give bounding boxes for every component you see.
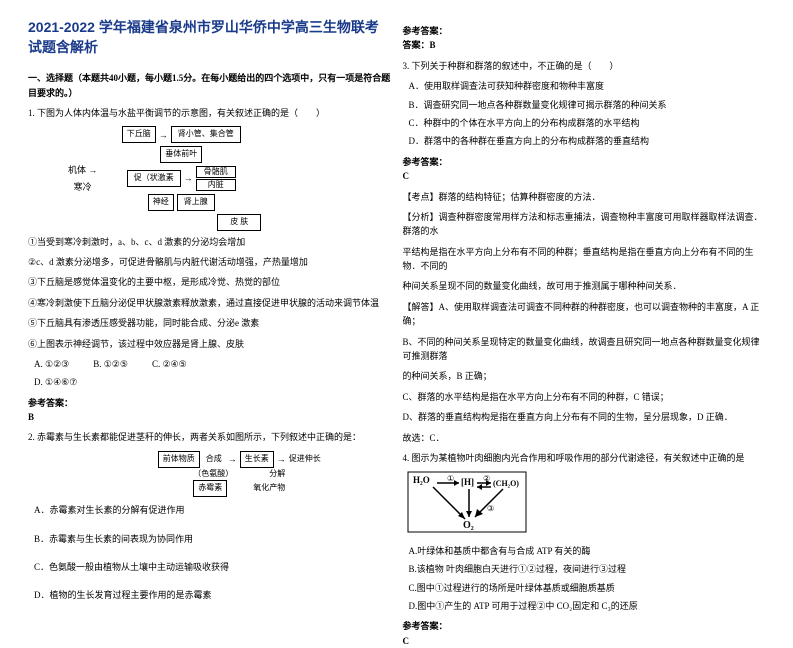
label-tryptophan: （色氨酸） (193, 468, 233, 481)
q3-jieda-d: D、群落的垂直结构构是指在垂直方向上分布有不同的生物，呈分层现象，D 正确． (403, 410, 766, 424)
q3-opt-d: D．群落中的各种群在垂直方向上的分布构成群落的垂直结构 (409, 134, 766, 148)
q1-opt-c: C. ②④⑤ (152, 357, 187, 371)
q3-jieda-a: 【解答】A、使用取样调查法可调查不同种群的种群密度，也可以调查物种的丰富度，A … (403, 300, 766, 329)
label-promote: 促进伸长 (289, 453, 321, 466)
answer-2: 答案：B (403, 38, 766, 52)
q1-opt-b: B. ①②⑤ (93, 357, 128, 371)
q1-stem: 1. 下图为人体内体温与水盐平衡调节的示意图，有关叙述正确的是（ ） (28, 106, 391, 120)
q1-line3: ③下丘脑是感觉体温变化的主要中枢，是形成冷觉、热觉的部位 (28, 275, 391, 289)
box-skin: 皮 肤 (217, 214, 261, 231)
q2-opt-b: B．赤霉素与生长素的间表现为协同作用 (34, 532, 391, 546)
q2-opt-a: A．赤霉素对生长素的分解有促进作用 (34, 503, 391, 517)
svg-text:O₂: O₂ (463, 520, 474, 531)
q2-diagram: 前体物质 合成 → 生长素 → 促进伸长 （色氨酸） 分解 赤霉素 氧化产物 (88, 451, 391, 497)
q1-line6: ⑥上图表示神经调节，该过程中效应器是肾上腺、皮肤 (28, 337, 391, 351)
q4-opt-a: A.叶绿体和基质中都含有与合成 ATP 有关的酶 (409, 544, 766, 558)
box-pituitary: 垂体前叶 (160, 146, 202, 163)
q1-opt-d: D. ①④⑥⑦ (34, 375, 391, 389)
q1-opt-a: A. ①②③ (34, 357, 69, 371)
q1-line2: ②c、d 激素分泌增多，可促进骨骼肌与内脏代谢活动增强，产热量增加 (28, 255, 391, 269)
q3-jieda-b1: B、不同的种间关系呈现特定的数量变化曲线，故调查且研究同一地点各种群数量变化规律… (403, 335, 766, 364)
answer-heading-3: 参考答案： (403, 155, 766, 169)
label-oxide: 氧化产物 (253, 482, 285, 495)
answer-heading-1: 参考答案： (28, 396, 391, 410)
q2-opt-d: D．植物的生长发育过程主要作用的是赤霉素 (34, 588, 391, 602)
q2-opt-c: C．色氨酸一般由植物从土壤中主动运输吸收获得 (34, 560, 391, 574)
answer-3: C (403, 169, 766, 183)
part1-heading: 一、选择题（本题共40小题，每小题1.5分。在每小题给出的四个选项中，只有一项是… (28, 71, 391, 100)
q3-fenxi-1: 【分析】调查种群密度常用样方法和标志重捕法，调查物种丰富度可用取样器取样法调查．… (403, 210, 766, 239)
svg-text:H₂O: H₂O (413, 475, 430, 485)
label-decompose: 分解 (269, 468, 285, 481)
q3-stem: 3. 下列关于种群和群落的叙述中，不正确的是（ ） (403, 59, 766, 73)
box-hypothalamus: 下丘脑 (122, 126, 156, 143)
answer-1: B (28, 410, 391, 424)
q4-opt-c: C.图中①过程进行的场所是叶绿体基质或细胞质基质 (409, 581, 766, 595)
label-body: 机体 → (68, 163, 97, 177)
q4-stem: 4. 图示为某植物叶肉细胞内光合作用和呼吸作用的部分代谢途径，有关叙述中正确的是 (403, 451, 766, 465)
right-column: 参考答案： 答案：B 3. 下列关于种群和群落的叙述中，不正确的是（ ） A．使… (397, 18, 772, 543)
q3-fenxi-2: 平结构是指在水平方向上分布有不同的种群；垂直结构是指在垂直方向上分布有不同的生物… (403, 245, 766, 274)
box-tubule: 肾小管、集合管 (171, 126, 241, 143)
arrow-icon: → (228, 452, 237, 466)
svg-text:[H]: [H] (461, 477, 474, 487)
answer-heading-4: 参考答案： (403, 619, 766, 633)
q3-fenxi-3: 种间关系呈现不同的数量变化曲线，故可用于推测属于哪种种间关系． (403, 279, 766, 293)
answer-4: C (403, 634, 766, 648)
q1-line4: ④寒冷刺激使下丘脑分泌促甲状腺激素释放激素，通过直接促进甲状腺的活动来调节体温 (28, 296, 391, 310)
arrow-icon: → (184, 171, 193, 185)
box-viscera: 内脏 (196, 179, 236, 191)
box-gibberellin: 赤霉素 (193, 480, 227, 497)
box-adrenal: 肾上腺 (177, 194, 215, 211)
svg-text:③: ③ (487, 504, 494, 513)
answer-heading-2: 参考答案： (403, 24, 766, 38)
q4-opt-d: D.图中①产生的 ATP 可用于过程②中 CO₂固定和 C₃的还原 (409, 599, 766, 613)
label-synth: 合成 (203, 453, 225, 466)
q1-line1: ①当受到寒冷刺激时，a、b、c、d 激素的分泌均会增加 (28, 235, 391, 249)
q3-jieda-c: C、群落的水平结构是指在水平方向上分布有不同的种群，C 错误； (403, 390, 766, 404)
exam-title: 2021-2022 学年福建省泉州市罗山华侨中学高三生物联考试题含解析 (28, 18, 391, 57)
q3-opt-c: C．种群中的个体在水平方向上的分布构成群落的水平结构 (409, 116, 766, 130)
arrow-icon: → (277, 452, 286, 466)
q1-line5: ⑤下丘脑具有渗透压感受器功能，同时能合成、分泌e 激素 (28, 316, 391, 330)
svg-text:①: ① (447, 474, 454, 483)
q3-guxuan: 故选：C． (403, 431, 766, 445)
q4-opt-b: B.该植物 叶肉细胞白天进行①②过程，夜间进行③过程 (409, 562, 766, 576)
q3-opt-b: B．调查研究同一地点各种群数量变化规律可揭示群落的种间关系 (409, 98, 766, 112)
q4-diagram: H₂O ① [H] ② (CH₂O) O₂ ③ (407, 471, 517, 537)
box-precursor: 前体物质 (158, 451, 200, 468)
q1-diagram: 机体 → 寒冷 下丘脑 → 肾小管、集合管 垂体前叶 促（状激素 → 骨骼肌 内… (68, 126, 391, 230)
left-column: 2021-2022 学年福建省泉州市罗山华侨中学高三生物联考试题含解析 一、选择… (22, 18, 397, 543)
box-hormone: 促（状激素 (127, 170, 181, 187)
q3-opt-a: A．使用取样调查法可获知种群密度和物种丰富度 (409, 79, 766, 93)
label-cold: 寒冷 (74, 180, 92, 194)
q2-stem: 2. 赤霉素与生长素都能促进茎秆的伸长，两者关系如图所示，下列叙述中正确的是： (28, 430, 391, 444)
q3-jieda-b2: 的种间关系，B 正确； (403, 369, 766, 383)
box-muscle: 骨骼肌 (196, 166, 236, 178)
box-auxin: 生长素 (240, 451, 274, 468)
arrow-icon: → (159, 128, 168, 142)
q1-options-row: A. ①②③ B. ①②⑤ C. ②④⑤ (34, 357, 391, 371)
q3-kaodian: 【考点】群落的结构特征；估算种群密度的方法． (403, 190, 766, 204)
box-nerve: 神经 (148, 194, 174, 211)
svg-text:(CH₂O): (CH₂O) (493, 479, 519, 488)
